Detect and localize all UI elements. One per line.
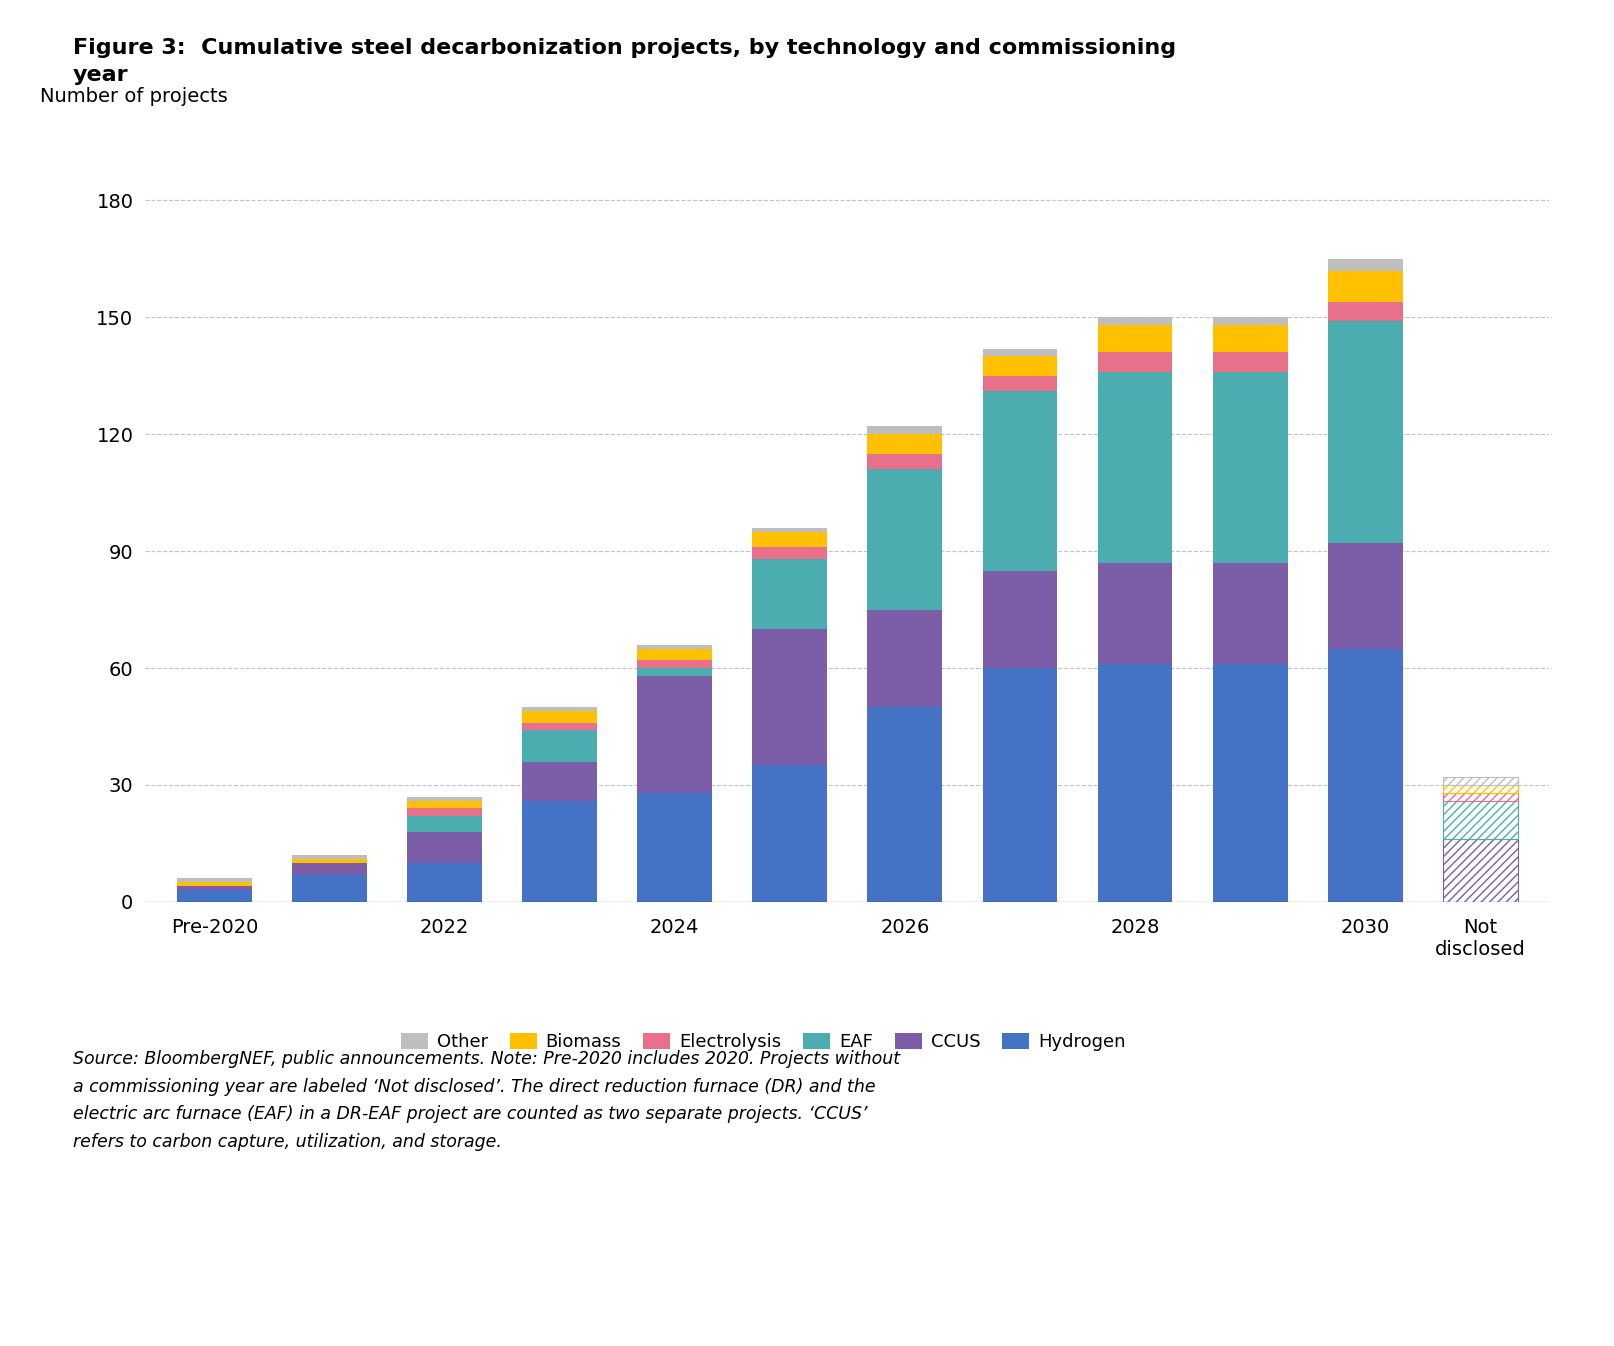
Bar — [752, 532, 828, 548]
Bar — [407, 816, 483, 832]
Bar — [983, 376, 1057, 392]
Bar — [1443, 785, 1517, 793]
Bar — [523, 731, 597, 762]
Bar — [178, 879, 252, 883]
Bar — [1212, 353, 1288, 371]
Bar — [867, 435, 943, 454]
Bar — [523, 801, 597, 902]
Bar — [638, 793, 712, 902]
Bar — [1443, 793, 1517, 801]
Bar — [1328, 302, 1403, 322]
Bar — [1098, 353, 1172, 371]
Bar — [867, 470, 943, 610]
Bar — [983, 392, 1057, 571]
Bar — [983, 571, 1057, 668]
Bar — [292, 863, 366, 875]
Text: Source: BloombergNEF, public announcements. Note: Pre-2020 includes 2020. Projec: Source: BloombergNEF, public announcemen… — [73, 1050, 899, 1151]
Bar — [1098, 563, 1172, 664]
Bar — [1212, 318, 1288, 326]
Bar — [178, 886, 252, 890]
Bar — [1098, 664, 1172, 902]
Bar — [1212, 326, 1288, 353]
Bar — [1328, 258, 1403, 271]
Bar — [1212, 371, 1288, 563]
Bar — [638, 676, 712, 793]
Bar — [983, 349, 1057, 357]
Bar — [1328, 649, 1403, 902]
Bar — [983, 357, 1057, 376]
Bar — [1098, 318, 1172, 326]
Bar — [983, 668, 1057, 902]
Bar — [867, 454, 943, 470]
Bar — [407, 809, 483, 816]
Legend: Other, Biomass, Electrolysis, EAF, CCUS, Hydrogen: Other, Biomass, Electrolysis, EAF, CCUS,… — [394, 1026, 1133, 1058]
Text: Figure 3:  Cumulative steel decarbonization projects, by technology and commissi: Figure 3: Cumulative steel decarbonizati… — [73, 38, 1175, 58]
Bar — [867, 610, 943, 707]
Bar — [1443, 777, 1517, 785]
Bar — [1443, 801, 1517, 840]
Bar — [1212, 664, 1288, 902]
Bar — [752, 548, 828, 559]
Bar — [292, 855, 366, 859]
Bar — [523, 723, 597, 731]
Bar — [752, 629, 828, 766]
Bar — [867, 707, 943, 902]
Bar — [752, 766, 828, 902]
Bar — [638, 645, 712, 649]
Bar — [523, 762, 597, 801]
Bar — [752, 559, 828, 629]
Bar — [523, 711, 597, 723]
Text: Number of projects: Number of projects — [40, 87, 228, 106]
Bar — [752, 528, 828, 532]
Bar — [638, 661, 712, 668]
Bar — [1098, 371, 1172, 563]
Bar — [523, 707, 597, 711]
Bar — [638, 668, 712, 676]
Bar — [1098, 326, 1172, 353]
Bar — [292, 875, 366, 902]
Bar — [867, 427, 943, 435]
Bar — [1443, 840, 1517, 902]
Bar — [407, 832, 483, 863]
Bar — [178, 883, 252, 886]
Bar — [1328, 322, 1403, 544]
Bar — [292, 859, 366, 863]
Bar — [638, 649, 712, 661]
Bar — [1328, 271, 1403, 302]
Text: year: year — [73, 65, 128, 85]
Bar — [407, 801, 483, 809]
Bar — [407, 863, 483, 902]
Bar — [1212, 563, 1288, 664]
Bar — [178, 890, 252, 902]
Bar — [1328, 544, 1403, 649]
Bar — [407, 797, 483, 801]
